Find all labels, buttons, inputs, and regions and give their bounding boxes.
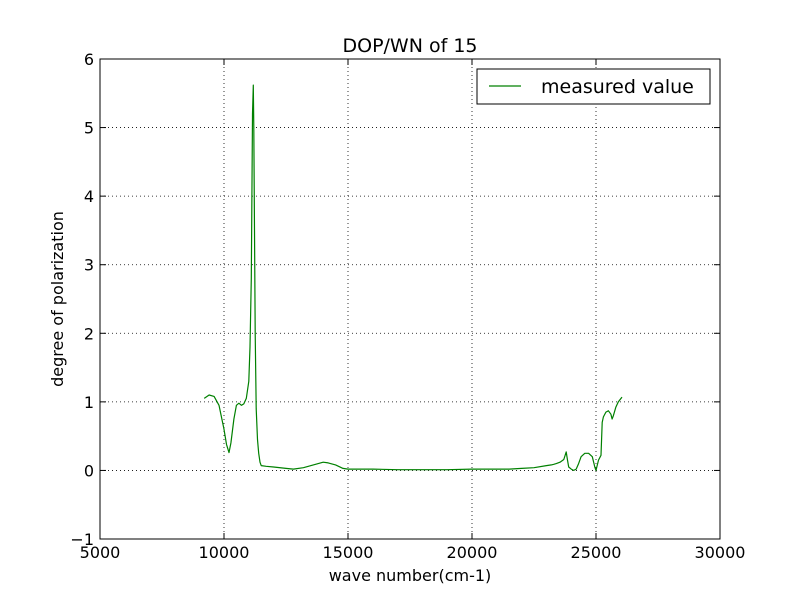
x-tick-label: 25000 — [571, 543, 622, 562]
series-line-measured-value — [203, 84, 623, 471]
y-axis-label: degree of polarization — [48, 211, 67, 387]
x-tick-label: 20000 — [447, 543, 498, 562]
x-tick-label: 5000 — [80, 543, 121, 562]
legend: measured value — [476, 68, 711, 105]
legend-label: measured value — [541, 76, 694, 98]
y-tick-label: 6 — [84, 50, 94, 69]
plot-frame — [99, 58, 721, 540]
series-layer — [203, 84, 623, 471]
y-tick-label: 0 — [84, 461, 94, 480]
x-tick-label: 15000 — [323, 543, 374, 562]
y-tick-label: −1 — [70, 530, 94, 549]
y-tick-label: 3 — [84, 256, 94, 275]
x-tick-label: 10000 — [199, 543, 250, 562]
y-tick-label: 1 — [84, 393, 94, 412]
y-tick-label: 4 — [84, 187, 94, 206]
axis-ticks: 5000 10000 15000 20000 25000 30000 −1 0 1 2 3 4 5 6 — [70, 50, 745, 562]
grid-lines — [100, 59, 720, 539]
chart-title: DOP/WN of 15 — [342, 35, 477, 57]
y-tick-label: 2 — [84, 324, 94, 343]
x-axis-label: wave number(cm-1) — [329, 566, 492, 585]
x-tick-label: 30000 — [695, 543, 746, 562]
y-tick-label: 5 — [84, 119, 94, 138]
